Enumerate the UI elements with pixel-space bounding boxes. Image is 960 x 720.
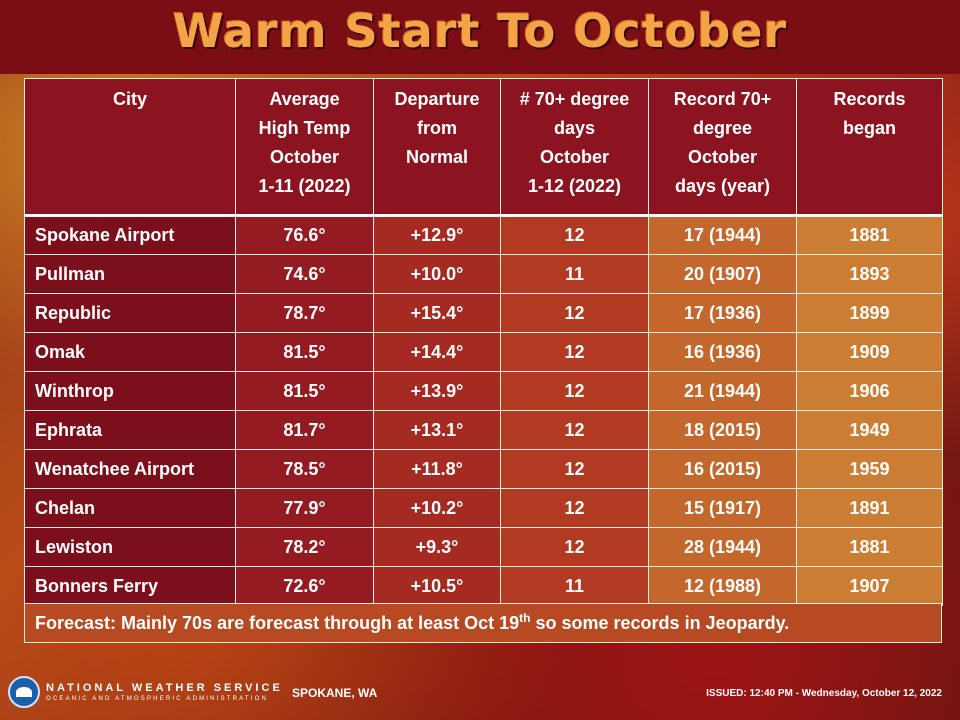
cell-70-days: 12 bbox=[500, 371, 649, 411]
forecast-note: Forecast: Mainly 70s are forecast throug… bbox=[24, 603, 942, 643]
cell-record: 28 (1944) bbox=[648, 527, 797, 567]
cell-avg-high: 72.6° bbox=[235, 566, 374, 606]
table-row: Bonners Ferry 72.6° +10.5° 11 12 (1988) 1907 bbox=[24, 566, 943, 606]
table-row: Wenatchee Airport 78.5° +11.8° 12 16 (2015) 1… bbox=[24, 449, 943, 489]
cell-avg-high: 78.2° bbox=[235, 527, 374, 567]
cell-70-days: 12 bbox=[500, 410, 649, 450]
cell-record: 16 (1936) bbox=[648, 332, 797, 372]
table-row: Lewiston 78.2° +9.3° 12 28 (1944) 1881 bbox=[24, 527, 943, 567]
table-row: Omak 81.5° +14.4° 12 16 (1936) 1909 bbox=[24, 332, 943, 372]
cell-record: 17 (1936) bbox=[648, 293, 797, 333]
cell-avg-high: 74.6° bbox=[235, 254, 374, 294]
cell-city: Ephrata bbox=[24, 410, 236, 450]
cell-70-days: 12 bbox=[500, 527, 649, 567]
cell-records-began: 1881 bbox=[796, 527, 943, 567]
cell-records-began: 1949 bbox=[796, 410, 943, 450]
column-header: Average High Temp October 1-11 (2022) bbox=[235, 78, 374, 216]
cell-avg-high: 81.5° bbox=[235, 332, 374, 372]
cell-records-began: 1906 bbox=[796, 371, 943, 411]
cell-departure: +10.5° bbox=[373, 566, 501, 606]
cell-record: 20 (1907) bbox=[648, 254, 797, 294]
cell-records-began: 1959 bbox=[796, 449, 943, 489]
cell-record: 18 (2015) bbox=[648, 410, 797, 450]
records-table: City Average High Temp October 1-11 (202… bbox=[24, 78, 943, 606]
forecast-text-end: so some records in Jeopardy. bbox=[530, 613, 790, 633]
cell-city: Wenatchee Airport bbox=[24, 449, 236, 489]
cell-70-days: 12 bbox=[500, 214, 649, 255]
cell-avg-high: 76.6° bbox=[235, 214, 374, 255]
cell-70-days: 12 bbox=[500, 293, 649, 333]
issued-timestamp: ISSUED: 12:40 PM - Wednesday, October 12… bbox=[706, 688, 942, 699]
table-row: Ephrata 81.7° +13.1° 12 18 (2015) 1949 bbox=[24, 410, 943, 450]
cell-records-began: 1899 bbox=[796, 293, 943, 333]
cell-departure: +14.4° bbox=[373, 332, 501, 372]
column-header: Record 70+ degree October days (year) bbox=[648, 78, 797, 216]
table-row: Republic 78.7° +15.4° 12 17 (1936) 1899 bbox=[24, 293, 943, 333]
table-row: Winthrop 81.5° +13.9° 12 21 (1944) 1906 bbox=[24, 371, 943, 411]
noaa-logo-icon bbox=[8, 676, 40, 708]
forecast-superscript: th bbox=[519, 611, 531, 625]
table-header-row: City Average High Temp October 1-11 (202… bbox=[24, 78, 943, 216]
cell-70-days: 12 bbox=[500, 332, 649, 372]
table-row: Chelan 77.9° +10.2° 12 15 (1917) 1891 bbox=[24, 488, 943, 528]
cell-departure: +13.1° bbox=[373, 410, 501, 450]
office-location: SPOKANE, WA bbox=[292, 686, 378, 700]
column-header: Records began bbox=[796, 78, 943, 216]
cell-city: Pullman bbox=[24, 254, 236, 294]
cell-avg-high: 78.5° bbox=[235, 449, 374, 489]
cell-departure: +9.3° bbox=[373, 527, 501, 567]
cell-70-days: 12 bbox=[500, 449, 649, 489]
cell-city: Bonners Ferry bbox=[24, 566, 236, 606]
cell-records-began: 1907 bbox=[796, 566, 943, 606]
cell-records-began: 1881 bbox=[796, 214, 943, 255]
cell-records-began: 1893 bbox=[796, 254, 943, 294]
cell-avg-high: 77.9° bbox=[235, 488, 374, 528]
cell-city: Lewiston bbox=[24, 527, 236, 567]
cell-city: Spokane Airport bbox=[24, 214, 236, 255]
cell-departure: +12.9° bbox=[373, 214, 501, 255]
cell-departure: +10.2° bbox=[373, 488, 501, 528]
cell-70-days: 12 bbox=[500, 488, 649, 528]
forecast-text: Forecast: Mainly 70s are forecast throug… bbox=[35, 613, 520, 633]
cell-record: 21 (1944) bbox=[648, 371, 797, 411]
cell-avg-high: 78.7° bbox=[235, 293, 374, 333]
title-band bbox=[0, 0, 960, 74]
cell-record: 16 (2015) bbox=[648, 449, 797, 489]
cell-departure: +11.8° bbox=[373, 449, 501, 489]
cell-records-began: 1909 bbox=[796, 332, 943, 372]
cell-departure: +10.0° bbox=[373, 254, 501, 294]
agency-name: NATIONAL WEATHER SERVICE bbox=[46, 682, 283, 694]
cell-avg-high: 81.7° bbox=[235, 410, 374, 450]
cell-record: 17 (1944) bbox=[648, 214, 797, 255]
cell-avg-high: 81.5° bbox=[235, 371, 374, 411]
agency-subtitle: OCEANIC AND ATMOSPHERIC ADMINISTRATION bbox=[46, 696, 269, 702]
cell-records-began: 1891 bbox=[796, 488, 943, 528]
cell-city: Omak bbox=[24, 332, 236, 372]
table-row: Pullman 74.6° +10.0° 11 20 (1907) 1893 bbox=[24, 254, 943, 294]
cell-record: 12 (1988) bbox=[648, 566, 797, 606]
cell-70-days: 11 bbox=[500, 254, 649, 294]
cell-departure: +15.4° bbox=[373, 293, 501, 333]
cell-departure: +13.9° bbox=[373, 371, 501, 411]
cell-record: 15 (1917) bbox=[648, 488, 797, 528]
page-title: Warm Start To October bbox=[172, 4, 788, 58]
cell-city: Chelan bbox=[24, 488, 236, 528]
cell-70-days: 11 bbox=[500, 566, 649, 606]
table-row: Spokane Airport 76.6° +12.9° 12 17 (1944) 188… bbox=[24, 214, 943, 255]
column-header: City bbox=[24, 78, 236, 216]
column-header: Departure from Normal bbox=[373, 78, 501, 216]
cell-city: Republic bbox=[24, 293, 236, 333]
column-header: # 70+ degree days October 1-12 (2022) bbox=[500, 78, 649, 216]
cell-city: Winthrop bbox=[24, 371, 236, 411]
